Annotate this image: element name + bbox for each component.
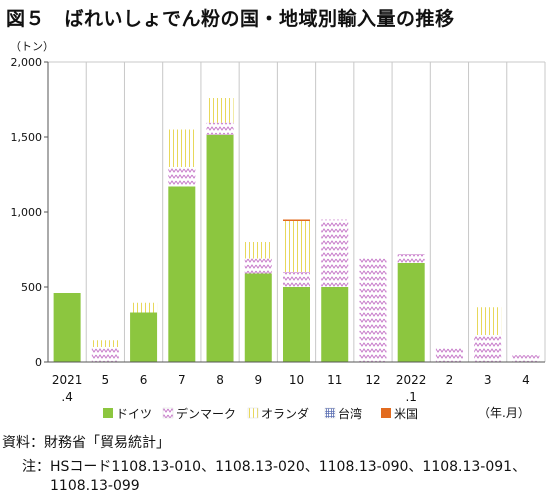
legend-swatch-ドイツ [103, 408, 113, 418]
bar-デンマーク-6 [283, 272, 310, 287]
bar-オランダ-11 [474, 307, 502, 335]
x-tick-label: 8 [216, 373, 224, 387]
bar-ドイツ-0 [53, 293, 81, 362]
bar-ドイツ-7 [321, 287, 349, 362]
y-tick-label: 2,000 [11, 56, 43, 69]
x-tick-label: 2021 [52, 373, 83, 387]
bar-デンマーク-7 [321, 219, 349, 287]
legend-label-台湾: 台湾 [338, 406, 362, 421]
bar-デンマーク-11 [474, 335, 502, 362]
bar-ドイツ-3 [168, 186, 196, 362]
legend-label-オランダ: オランダ [261, 406, 309, 421]
x-tick-label: 2022 [396, 373, 427, 387]
legend-label-米国: 米国 [394, 407, 418, 421]
y-tick-label: 0 [35, 356, 42, 369]
x-tick-label: 6 [140, 373, 148, 387]
bar-デンマーク-10 [435, 347, 463, 362]
x-tick-label: .1 [405, 390, 416, 404]
x-tick-label: 7 [178, 373, 186, 387]
x-tick-label: 9 [254, 373, 262, 387]
bar-デンマーク-8 [359, 257, 387, 362]
bar-ドイツ-4 [206, 134, 234, 362]
bar-米国-6 [283, 219, 310, 221]
y-tick-label: 500 [21, 281, 42, 294]
bar-オランダ-6 [283, 221, 310, 272]
bar-オランダ-1 [91, 340, 119, 347]
bar-オランダ-4 [206, 98, 234, 123]
chart-title: 図５ ばれいしょでん粉の国・地域別輸入量の推移 [6, 8, 455, 30]
bar-オランダ-2 [130, 302, 158, 313]
bar-デンマーク-5 [244, 258, 272, 274]
bar-オランダ-3 [168, 129, 196, 167]
note-label: 注： [22, 459, 50, 475]
x-tick-label: 5 [102, 373, 110, 387]
y-tick-label: 1,000 [11, 206, 43, 219]
x-tick-label: .4 [61, 390, 72, 404]
x-tick-label: 11 [327, 373, 342, 387]
legend-label-デンマーク: デンマーク [176, 406, 236, 421]
source-text: 資料：財務省「貿易統計」 [2, 435, 170, 451]
bar-ドイツ-2 [130, 312, 158, 362]
legend-swatch-米国 [381, 408, 391, 418]
x-tick-label: 4 [522, 373, 530, 387]
bar-ドイツ-5 [244, 273, 272, 362]
x-axis-unit: （年.月） [478, 406, 530, 420]
bar-デンマーク-9 [397, 254, 425, 263]
legend-label-ドイツ: ドイツ [116, 407, 152, 421]
legend-swatch-オランダ [247, 407, 259, 419]
bar-ドイツ-6 [283, 287, 310, 362]
stacked-bar-chart: 0 500 1,000 1,500 2,000 2021 .4 5 6 7 8 9 10 11 12 202… [11, 56, 546, 421]
x-tick-label: 2 [446, 373, 454, 387]
note-text: HSコード1108.13-010、1108.13-020、1108.13-090… [50, 459, 527, 494]
x-tick-label: 12 [365, 373, 380, 387]
bar-デンマーク-12 [512, 355, 540, 362]
bar-デンマーク-4 [206, 122, 234, 135]
bar-ドイツ-9 [397, 263, 425, 362]
legend-swatch-デンマーク [162, 407, 174, 419]
x-tick-label: 3 [484, 373, 492, 387]
y-tick-label: 1,500 [11, 131, 43, 144]
note: 注：HSコード1108.13-010、1108.13-020、1108.13-0… [0, 458, 544, 496]
bar-オランダ-5 [244, 242, 272, 259]
x-tick-label: 10 [289, 373, 304, 387]
bar-デンマーク-3 [168, 167, 196, 187]
legend-swatch-台湾 [324, 407, 336, 419]
bar-デンマーク-1 [91, 347, 119, 362]
y-axis-unit: （トン） [10, 40, 54, 53]
